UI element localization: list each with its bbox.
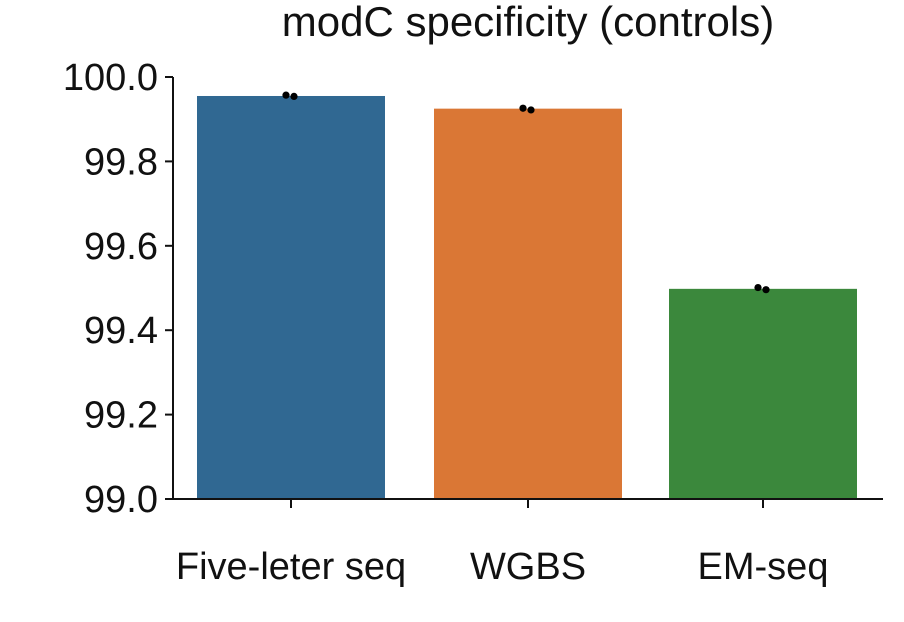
bar-3 [669,288,857,499]
data-point [519,104,527,112]
data-point [527,106,535,114]
data-point [290,92,298,101]
y-tick-label: 99.6 [84,226,158,268]
x-tick-label: WGBS [470,546,586,588]
y-tick-label: 99.4 [84,310,158,352]
y-tick-label: 99.2 [84,395,158,437]
x-axis: Five-leter seq WGBS EM-seq [176,499,829,588]
bar-2 [434,108,622,500]
bars-layer [197,95,857,500]
y-axis: 99.0 99.2 99.4 99.6 99.8 100.0 [63,57,173,521]
y-tick-label: 99.8 [84,141,158,183]
data-point [754,283,762,292]
x-tick-label: EM-seq [698,546,829,588]
y-tick-label: 99.0 [84,479,158,521]
points-layer [282,91,770,294]
data-point [282,91,290,99]
x-tick-label: Five-leter seq [176,546,406,588]
data-point [762,286,770,294]
chart-title: modC specificity (controls) [282,0,774,45]
bar-1 [197,95,385,500]
y-tick-label: 100.0 [63,57,158,99]
